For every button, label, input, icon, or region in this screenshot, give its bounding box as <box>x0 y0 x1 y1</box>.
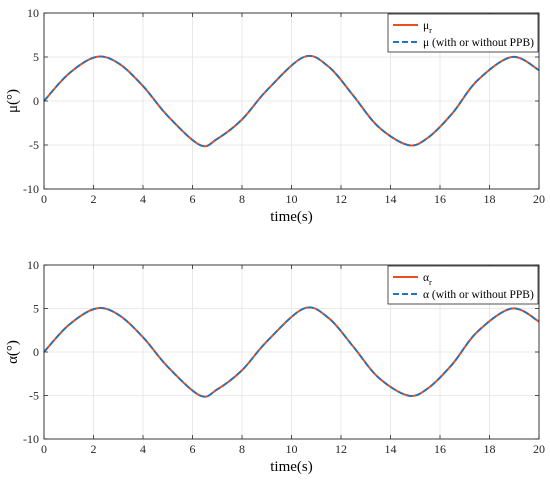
x-tick-label: 20 <box>533 192 545 206</box>
legend-label-text: α (with or without PPB) <box>423 289 534 301</box>
x-tick-label: 8 <box>239 442 245 456</box>
y-tick-label: 5 <box>33 50 39 64</box>
legend-label-text: μ <box>423 20 429 32</box>
y-tick-label: 0 <box>33 345 39 359</box>
x-axis-label: time(s) <box>270 209 313 225</box>
x-tick-label: 0 <box>41 192 47 206</box>
chart-panel-1: 0 2 4 6 8 10 12 14 16 18 201050-5-10time(s)μ(°)μrμ… <box>5 6 545 225</box>
x-tick-label: 12 <box>335 442 347 456</box>
x-tick-label: 10 <box>286 442 298 456</box>
legend-label-1: αr <box>423 272 432 287</box>
y-tick-label: 5 <box>33 302 39 316</box>
x-tick-label: 6 <box>190 442 196 456</box>
x-tick-label: 16 <box>434 192 446 206</box>
legend: μr μ (with or without PPB) <box>387 13 539 53</box>
x-tick-label: 14 <box>385 192 397 206</box>
legend-box <box>387 265 539 305</box>
y-tick-label: -10 <box>23 182 39 196</box>
y-tick-label: -5 <box>29 138 39 152</box>
y-axis-label: μ(°) <box>5 89 21 113</box>
x-tick-label: 10 <box>286 192 298 206</box>
x-tick-label: 18 <box>484 192 496 206</box>
y-tick-label: 10 <box>27 6 39 20</box>
x-tick-label: 2 <box>91 442 97 456</box>
legend-label-subscript: r <box>429 25 432 35</box>
y-tick-label: -10 <box>23 432 39 446</box>
x-tick-label: 0 <box>41 442 47 456</box>
legend-label-1: μr <box>423 20 432 35</box>
series-line-2 <box>43 55 540 148</box>
x-tick-label: 2 <box>91 192 97 206</box>
chart-panel-2: 0 2 4 6 8 10 12 14 16 18 201050-5-10time(s)α(°)αrα… <box>5 258 545 475</box>
series-line-2 <box>43 306 540 398</box>
y-tick-label: 10 <box>27 258 39 272</box>
x-tick-label: 20 <box>533 442 545 456</box>
legend-label-subscript: r <box>429 277 432 287</box>
legend: αr α (with or without PPB) <box>387 265 539 305</box>
x-tick-label: 4 <box>140 192 146 206</box>
x-axis-label: time(s) <box>270 459 313 475</box>
x-tick-label: 4 <box>140 442 146 456</box>
legend-label-text: μ (with or without PPB) <box>423 37 534 49</box>
x-tick-label: 14 <box>385 442 397 456</box>
x-tick-label: 8 <box>239 192 245 206</box>
y-axis-label: α(°) <box>5 340 21 364</box>
x-tick-label: 18 <box>484 442 496 456</box>
x-tick-label: 6 <box>190 192 196 206</box>
y-tick-label: -5 <box>29 389 39 403</box>
legend-label-text: α <box>423 272 429 284</box>
panels: 0 2 4 6 8 10 12 14 16 18 201050-5-10time(s)μ(°)μrμ… <box>5 6 545 475</box>
x-tick-label: 16 <box>434 442 446 456</box>
legend-box <box>387 13 539 53</box>
legend-label-2: α (with or without PPB) <box>423 289 534 301</box>
legend-label-2: μ (with or without PPB) <box>423 37 534 49</box>
x-tick-label: 12 <box>335 192 347 206</box>
y-tick-label: 0 <box>33 94 39 108</box>
